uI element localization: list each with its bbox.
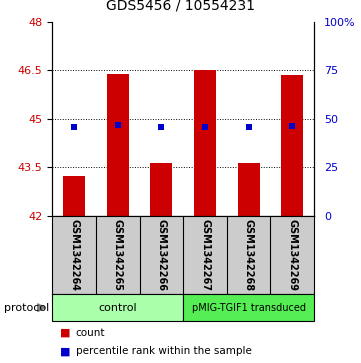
Text: GSM1342268: GSM1342268 — [244, 219, 254, 291]
Bar — [63, 176, 85, 216]
Text: protocol: protocol — [4, 303, 49, 313]
Text: GSM1342264: GSM1342264 — [69, 219, 79, 291]
Text: percentile rank within the sample: percentile rank within the sample — [76, 346, 252, 356]
Text: count: count — [76, 328, 105, 338]
Bar — [281, 75, 303, 216]
Bar — [183, 294, 314, 321]
Bar — [238, 163, 260, 216]
Bar — [151, 163, 172, 216]
Text: ■: ■ — [60, 328, 70, 338]
Text: control: control — [99, 303, 137, 313]
Bar — [194, 70, 216, 216]
Text: GSM1342269: GSM1342269 — [287, 219, 297, 291]
Bar — [52, 294, 183, 321]
Text: GSM1342267: GSM1342267 — [200, 219, 210, 291]
Text: pMIG-TGIF1 transduced: pMIG-TGIF1 transduced — [192, 303, 306, 313]
Text: GDS5456 / 10554231: GDS5456 / 10554231 — [106, 0, 255, 13]
Text: GSM1342265: GSM1342265 — [113, 219, 123, 291]
Bar — [107, 74, 129, 216]
Text: ■: ■ — [60, 346, 70, 356]
Text: GSM1342266: GSM1342266 — [156, 219, 166, 291]
